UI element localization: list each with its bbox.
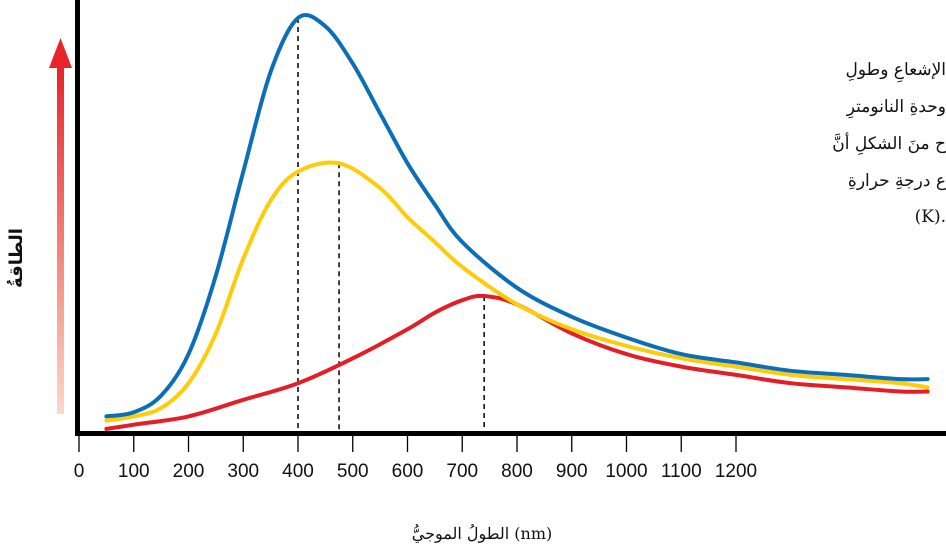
note-line-4: ع درجةِ حرارةِ [848,171,946,191]
x-tick-label: 600 [392,461,424,482]
x-ticks: 0 100 200 300 400 500 600 700 800 900 1000 1100 1200 [74,436,757,482]
x-axis [75,431,946,436]
x-tick-label: 500 [337,461,369,482]
x-tick-label: 200 [173,461,205,482]
note-line-3: ح منَ الشكلِ أنَّ [832,132,946,156]
note-line-1: الإشعاعِ وطولِ [846,60,946,83]
x-axis-label: الطولُ الموجيُّ (nm) [412,524,553,543]
x-tick-label: 0 [74,461,85,482]
x-tick-label: 100 [118,461,150,482]
note-line-5: (K). [915,207,946,227]
y-axis-label: الطاقةُ [6,228,27,288]
curve-blue [104,13,930,419]
x-tick-label: 900 [556,461,588,482]
y-axis [75,0,80,436]
x-tick-label: 400 [282,461,314,482]
x-tick-label: 300 [227,461,259,482]
x-tick-label: 700 [446,461,478,482]
x-tick-label: 800 [501,461,533,482]
energy-arrow-head [49,38,72,68]
note-line-2: وحدةِ النانومترِ [846,97,946,119]
curve-yellow [104,160,930,423]
peak-lines [297,18,485,433]
x-tick-label: 1100 [661,461,702,482]
curve-red [104,293,930,431]
x-tick-label: 1200 [715,461,757,482]
x-tick-label: 1000 [605,461,647,482]
note-text: الإشعاعِ وطولِ وحدةِ النانومترِ ح منَ ال… [832,60,946,227]
energy-arrow-shaft [57,66,64,414]
curves [104,13,930,431]
